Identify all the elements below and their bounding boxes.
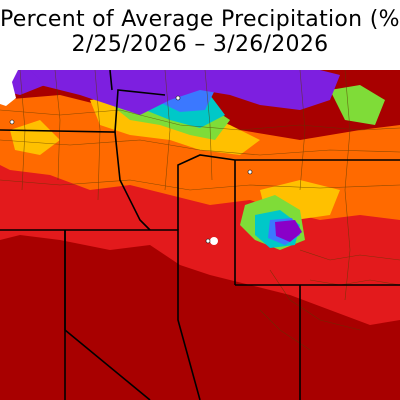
map-date-range: 2/25/2026 – 3/26/2026: [71, 32, 329, 57]
county-lines: [0, 70, 400, 351]
map-title-block: Percent of Average Precipitation (%) 2/2…: [0, 0, 400, 70]
coastline-notch: [0, 70, 18, 106]
region-far-above: [0, 70, 340, 115]
lake-marker: [210, 237, 218, 245]
precipitation-map-svg: [0, 70, 400, 400]
city-markers: [9, 95, 253, 244]
precipitation-map: [0, 70, 400, 400]
map-title: Percent of Average Precipitation (%): [0, 7, 400, 32]
state-lines: [0, 70, 400, 400]
